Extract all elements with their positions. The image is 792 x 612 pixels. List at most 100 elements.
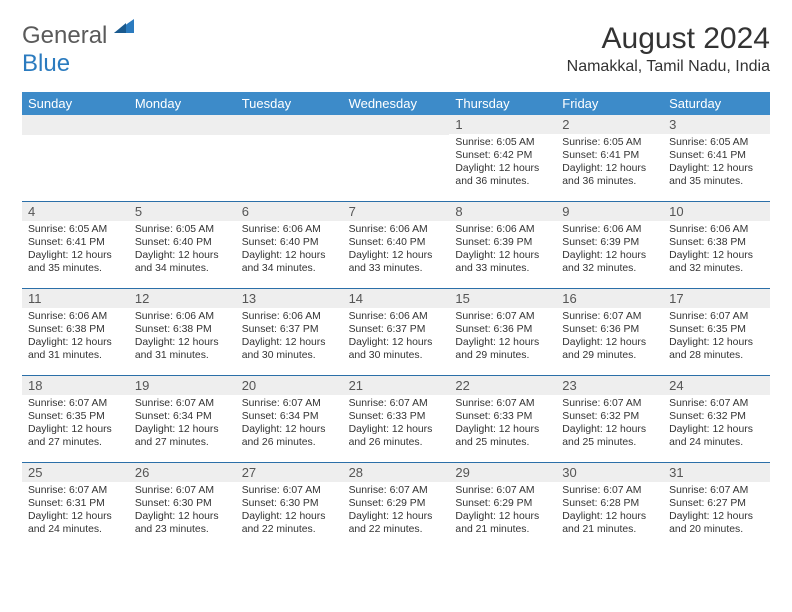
day-number: 9	[556, 202, 663, 221]
day-daylight1: Daylight: 12 hours	[135, 336, 230, 349]
day-daylight2: and 22 minutes.	[349, 523, 444, 536]
day-cell	[236, 115, 343, 201]
day-cell: 3Sunrise: 6:05 AMSunset: 6:41 PMDaylight…	[663, 115, 770, 201]
day-number	[236, 115, 343, 135]
day-sunset: Sunset: 6:41 PM	[562, 149, 657, 162]
day-daylight1: Daylight: 12 hours	[28, 336, 123, 349]
day-daylight1: Daylight: 12 hours	[455, 423, 550, 436]
day-sunrise: Sunrise: 6:06 AM	[242, 223, 337, 236]
day-body: Sunrise: 6:06 AMSunset: 6:38 PMDaylight:…	[22, 308, 129, 366]
day-daylight2: and 33 minutes.	[455, 262, 550, 275]
day-number: 3	[663, 115, 770, 134]
day-sunrise: Sunrise: 6:07 AM	[455, 310, 550, 323]
day-sunset: Sunset: 6:31 PM	[28, 497, 123, 510]
day-daylight2: and 26 minutes.	[349, 436, 444, 449]
day-sunrise: Sunrise: 6:06 AM	[455, 223, 550, 236]
day-number: 12	[129, 289, 236, 308]
day-body: Sunrise: 6:07 AMSunset: 6:32 PMDaylight:…	[663, 395, 770, 453]
day-number: 25	[22, 463, 129, 482]
day-cell: 11Sunrise: 6:06 AMSunset: 6:38 PMDayligh…	[22, 289, 129, 375]
day-sunset: Sunset: 6:38 PM	[669, 236, 764, 249]
day-cell: 16Sunrise: 6:07 AMSunset: 6:36 PMDayligh…	[556, 289, 663, 375]
day-sunset: Sunset: 6:37 PM	[242, 323, 337, 336]
logo-text: General Blue	[22, 22, 134, 78]
day-body: Sunrise: 6:07 AMSunset: 6:28 PMDaylight:…	[556, 482, 663, 540]
day-daylight1: Daylight: 12 hours	[349, 510, 444, 523]
day-number: 30	[556, 463, 663, 482]
day-daylight2: and 27 minutes.	[135, 436, 230, 449]
day-body: Sunrise: 6:07 AMSunset: 6:35 PMDaylight:…	[22, 395, 129, 453]
day-sunrise: Sunrise: 6:06 AM	[242, 310, 337, 323]
day-number: 19	[129, 376, 236, 395]
day-number: 23	[556, 376, 663, 395]
day-cell: 15Sunrise: 6:07 AMSunset: 6:36 PMDayligh…	[449, 289, 556, 375]
day-sunrise: Sunrise: 6:05 AM	[562, 136, 657, 149]
day-number: 31	[663, 463, 770, 482]
day-body: Sunrise: 6:07 AMSunset: 6:33 PMDaylight:…	[449, 395, 556, 453]
day-cell: 5Sunrise: 6:05 AMSunset: 6:40 PMDaylight…	[129, 202, 236, 288]
day-number: 21	[343, 376, 450, 395]
day-daylight1: Daylight: 12 hours	[562, 510, 657, 523]
day-daylight2: and 30 minutes.	[242, 349, 337, 362]
day-sunset: Sunset: 6:33 PM	[349, 410, 444, 423]
day-sunrise: Sunrise: 6:06 AM	[135, 310, 230, 323]
day-sunrise: Sunrise: 6:07 AM	[242, 397, 337, 410]
day-sunset: Sunset: 6:41 PM	[28, 236, 123, 249]
day-sunset: Sunset: 6:30 PM	[242, 497, 337, 510]
day-sunset: Sunset: 6:30 PM	[135, 497, 230, 510]
day-number	[343, 115, 450, 135]
day-cell: 30Sunrise: 6:07 AMSunset: 6:28 PMDayligh…	[556, 463, 663, 549]
day-daylight1: Daylight: 12 hours	[669, 510, 764, 523]
day-number: 16	[556, 289, 663, 308]
day-daylight2: and 21 minutes.	[455, 523, 550, 536]
day-daylight2: and 31 minutes.	[135, 349, 230, 362]
day-sunset: Sunset: 6:39 PM	[455, 236, 550, 249]
day-sunset: Sunset: 6:41 PM	[669, 149, 764, 162]
day-sunrise: Sunrise: 6:07 AM	[669, 397, 764, 410]
day-cell: 1Sunrise: 6:05 AMSunset: 6:42 PMDaylight…	[449, 115, 556, 201]
dayhead-sat: Saturday	[663, 92, 770, 115]
day-cell: 17Sunrise: 6:07 AMSunset: 6:35 PMDayligh…	[663, 289, 770, 375]
location-text: Namakkal, Tamil Nadu, India	[567, 58, 770, 76]
day-number: 10	[663, 202, 770, 221]
day-number: 2	[556, 115, 663, 134]
day-daylight1: Daylight: 12 hours	[349, 249, 444, 262]
day-body	[236, 135, 343, 141]
day-number: 7	[343, 202, 450, 221]
logo-text-1: General	[22, 22, 107, 49]
day-sunrise: Sunrise: 6:07 AM	[455, 397, 550, 410]
logo: General Blue	[22, 22, 134, 78]
day-cell: 19Sunrise: 6:07 AMSunset: 6:34 PMDayligh…	[129, 376, 236, 462]
day-daylight1: Daylight: 12 hours	[349, 423, 444, 436]
day-daylight2: and 35 minutes.	[669, 175, 764, 188]
day-sunset: Sunset: 6:38 PM	[28, 323, 123, 336]
day-daylight2: and 22 minutes.	[242, 523, 337, 536]
day-body: Sunrise: 6:07 AMSunset: 6:35 PMDaylight:…	[663, 308, 770, 366]
day-cell: 29Sunrise: 6:07 AMSunset: 6:29 PMDayligh…	[449, 463, 556, 549]
page-header: General Blue August 2024 Namakkal, Tamil…	[22, 22, 770, 78]
day-daylight2: and 32 minutes.	[669, 262, 764, 275]
day-body: Sunrise: 6:05 AMSunset: 6:41 PMDaylight:…	[22, 221, 129, 279]
day-sunset: Sunset: 6:42 PM	[455, 149, 550, 162]
day-cell: 7Sunrise: 6:06 AMSunset: 6:40 PMDaylight…	[343, 202, 450, 288]
day-body: Sunrise: 6:06 AMSunset: 6:39 PMDaylight:…	[449, 221, 556, 279]
day-sunrise: Sunrise: 6:07 AM	[669, 310, 764, 323]
day-cell: 14Sunrise: 6:06 AMSunset: 6:37 PMDayligh…	[343, 289, 450, 375]
dayhead-thu: Thursday	[449, 92, 556, 115]
day-daylight1: Daylight: 12 hours	[669, 423, 764, 436]
day-number	[22, 115, 129, 135]
day-cell: 13Sunrise: 6:06 AMSunset: 6:37 PMDayligh…	[236, 289, 343, 375]
day-sunset: Sunset: 6:38 PM	[135, 323, 230, 336]
day-cell	[343, 115, 450, 201]
day-daylight1: Daylight: 12 hours	[135, 510, 230, 523]
day-body	[129, 135, 236, 141]
dayhead-sun: Sunday	[22, 92, 129, 115]
month-title: August 2024	[567, 22, 770, 56]
logo-triangle-icon	[114, 17, 134, 37]
day-cell	[22, 115, 129, 201]
day-sunrise: Sunrise: 6:06 AM	[669, 223, 764, 236]
day-body: Sunrise: 6:06 AMSunset: 6:40 PMDaylight:…	[236, 221, 343, 279]
day-daylight1: Daylight: 12 hours	[242, 336, 337, 349]
day-cell: 27Sunrise: 6:07 AMSunset: 6:30 PMDayligh…	[236, 463, 343, 549]
day-daylight1: Daylight: 12 hours	[242, 423, 337, 436]
